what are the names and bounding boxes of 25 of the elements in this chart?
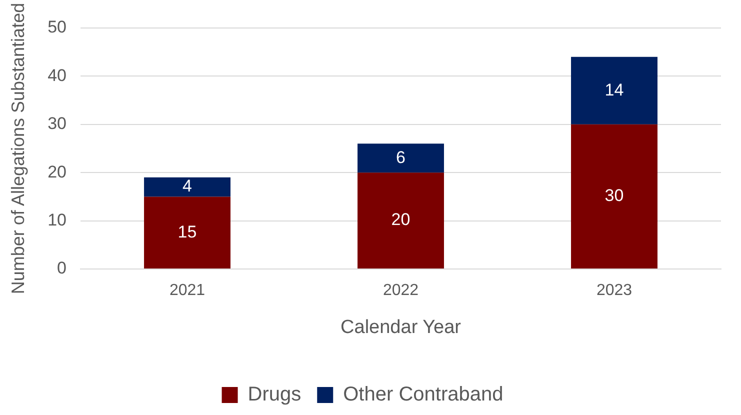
x-axis-title: Calendar Year [340,316,462,338]
y-tick-label: 30 [48,114,67,134]
bar [571,124,658,268]
y-tick-label: 40 [48,66,67,85]
legend-label: Drugs [248,384,302,406]
bar [571,56,658,124]
data-label: 20 [391,210,410,230]
data-label: 14 [604,80,624,100]
y-tick-label: 50 [48,18,67,37]
y-axis-title: Number of Allegations Substantiated [8,2,28,294]
data-label: 6 [396,148,406,167]
data-label: 15 [178,222,197,242]
bar [144,177,230,197]
bar [358,172,444,268]
x-tick-label: 2021 [169,282,206,300]
data-label: 30 [604,186,624,206]
y-tick-label: 20 [48,162,67,182]
legend-label: Other Contraband [343,384,504,406]
data-label: 4 [182,176,192,196]
bar [144,196,230,268]
y-tick-label: 0 [57,258,67,278]
y-tick-label: 10 [48,210,67,230]
x-tick-label: 2022 [382,282,419,300]
bar [358,144,444,173]
x-tick-label: 2023 [596,282,632,300]
